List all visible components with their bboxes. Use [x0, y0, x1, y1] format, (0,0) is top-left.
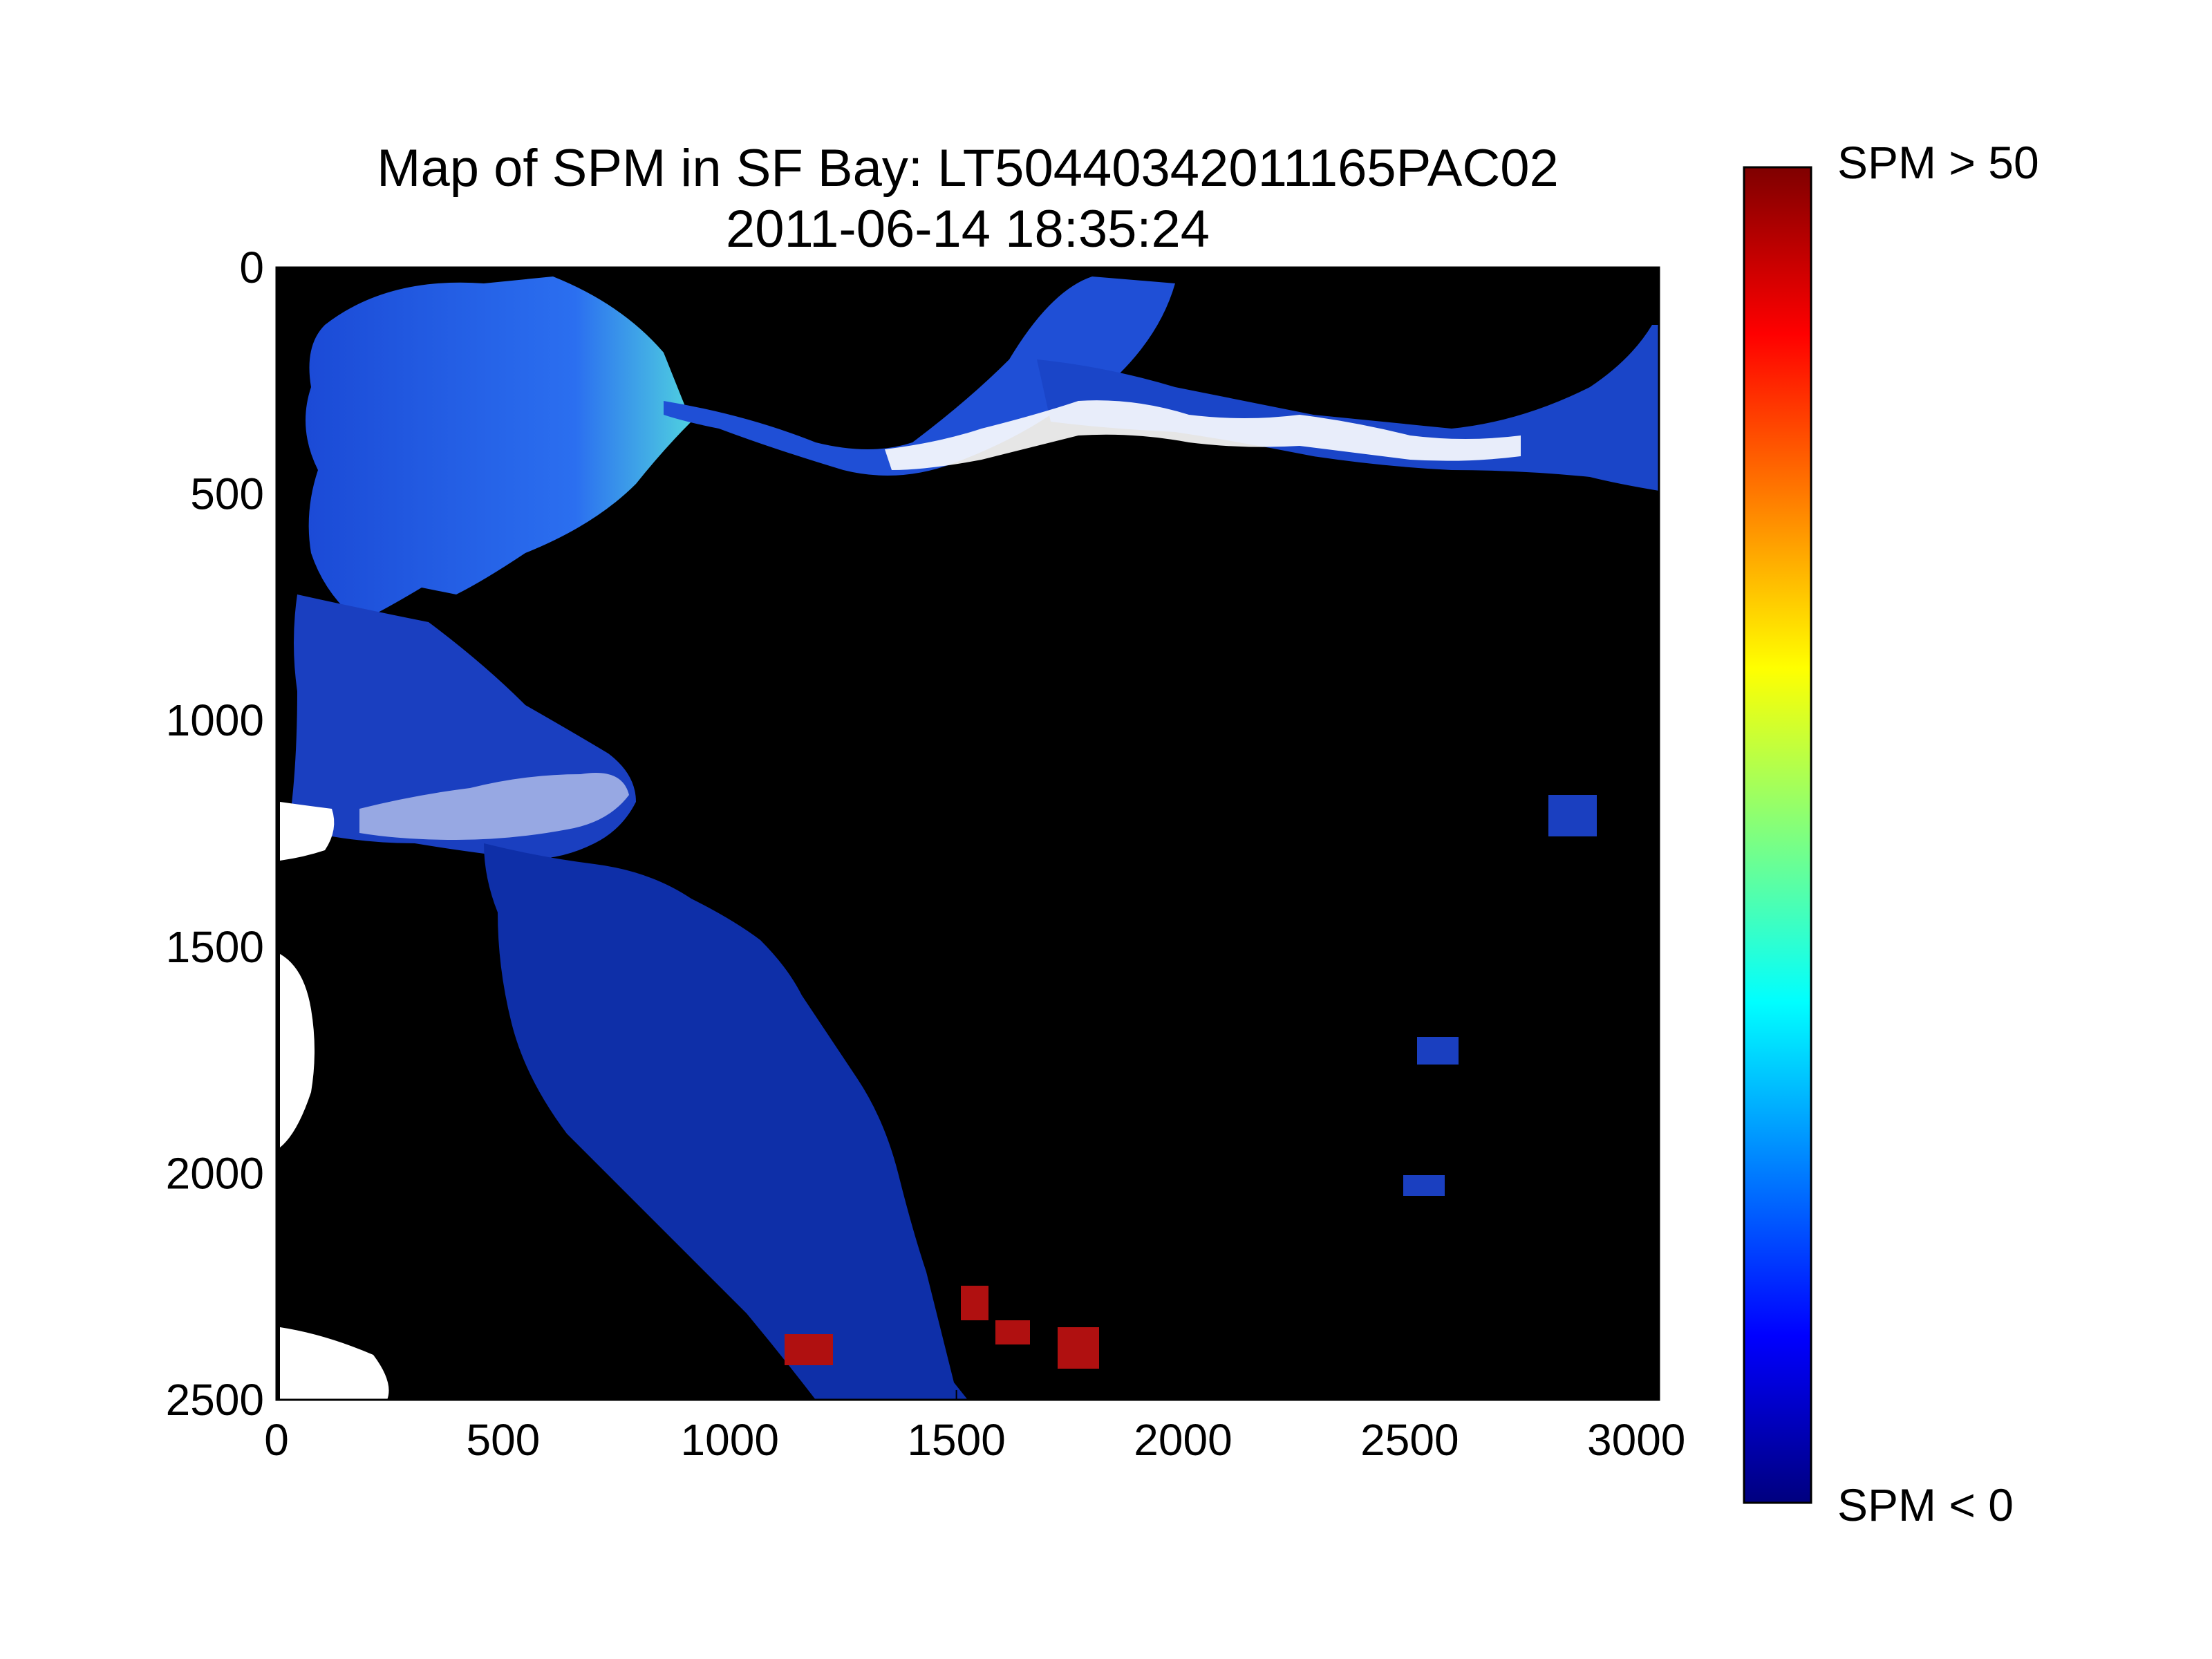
- chart-subtitle: 2011-06-14 18:35:24: [725, 200, 1210, 259]
- carquinez-strait: [664, 276, 1175, 476]
- san-pablo-bay: [306, 276, 691, 622]
- x-tick-label: 2500: [1360, 1415, 1459, 1465]
- x-tick-label: 500: [466, 1415, 540, 1465]
- y-axis: 0 500 1000 1500 2000 2500: [166, 243, 286, 1425]
- y-tick-label: 500: [190, 469, 264, 519]
- south-bay: [484, 843, 968, 1400]
- salt-pond: [961, 1286, 988, 1320]
- x-tick-label: 3000: [1587, 1415, 1685, 1465]
- ocean-coastal-sediment: [280, 954, 315, 1147]
- x-tick-label: 0: [264, 1415, 289, 1465]
- colorbar: [1743, 166, 1812, 1504]
- x-tick-label: 2000: [1134, 1415, 1232, 1465]
- colorbar-min-label: SPM < 0: [1837, 1479, 2014, 1530]
- central-bay-sediment: [359, 773, 629, 840]
- y-tick-label: 1500: [166, 922, 264, 972]
- golden-gate-sediment: [280, 802, 335, 861]
- suisun-sediment-plume: [885, 400, 1521, 470]
- chart-title: Map of SPM in SF Bay: LT50440342011165PA…: [377, 139, 1559, 198]
- y-tick-label: 2000: [166, 1148, 264, 1198]
- map-image: [280, 276, 1659, 1400]
- y-tick-label: 2500: [166, 1375, 264, 1425]
- y-tick-label: 1000: [166, 695, 264, 745]
- inland-water: [1403, 1175, 1445, 1196]
- inland-water: [1417, 1037, 1459, 1065]
- salt-pond: [785, 1334, 833, 1365]
- salt-pond: [1058, 1327, 1099, 1369]
- x-tick-label: 1000: [681, 1415, 779, 1465]
- x-tick-label: 1500: [907, 1415, 1005, 1465]
- colorbar-max-label: SPM > 50: [1837, 137, 2039, 188]
- salt-pond: [995, 1320, 1030, 1344]
- y-tick-label: 0: [239, 243, 264, 292]
- inland-water: [1548, 795, 1597, 836]
- x-axis: 0 500 1000 1500 2000 2500 3000: [264, 1390, 1685, 1465]
- ocean-coastal-sediment: [280, 1327, 389, 1400]
- plot-frame: [275, 266, 1660, 1401]
